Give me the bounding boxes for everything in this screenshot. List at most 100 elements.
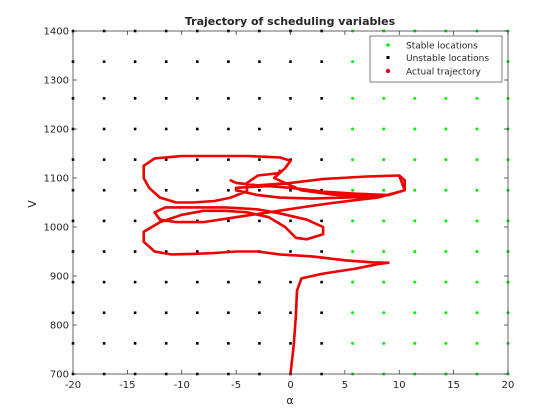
unstable-point bbox=[289, 250, 292, 253]
stable-point bbox=[413, 341, 417, 345]
x-tick-label: 5 bbox=[342, 380, 348, 391]
stable-point bbox=[413, 280, 417, 284]
unstable-point bbox=[289, 311, 292, 315]
stable-point bbox=[351, 188, 355, 192]
unstable-point bbox=[196, 250, 199, 253]
unstable-point bbox=[227, 311, 230, 315]
unstable-point bbox=[289, 97, 292, 100]
chart-title: Trajectory of scheduling variables bbox=[185, 15, 396, 28]
stable-point bbox=[444, 341, 448, 345]
stable-point bbox=[351, 280, 355, 284]
unstable-point bbox=[196, 280, 199, 284]
stable-point bbox=[351, 127, 355, 131]
unstable-point bbox=[227, 97, 230, 100]
unstable-point bbox=[102, 60, 106, 63]
stable-point bbox=[475, 96, 479, 100]
unstable-point bbox=[164, 158, 168, 161]
unstable-point bbox=[320, 342, 323, 345]
legend-marker-trajectory bbox=[385, 68, 391, 74]
unstable-point bbox=[196, 158, 199, 161]
stable-point bbox=[382, 311, 386, 315]
x-tick-label: 10 bbox=[393, 380, 406, 391]
unstable-point bbox=[164, 280, 168, 284]
stable-point bbox=[413, 158, 417, 162]
unstable-point bbox=[133, 250, 137, 253]
stable-point bbox=[444, 127, 448, 131]
legend-marker-unstable bbox=[386, 56, 390, 59]
unstable-point bbox=[133, 188, 137, 192]
unstable-point bbox=[102, 127, 106, 131]
unstable-point bbox=[258, 311, 261, 315]
stable-point bbox=[351, 158, 355, 162]
unstable-point bbox=[102, 311, 106, 315]
unstable-point bbox=[227, 127, 230, 131]
stable-point bbox=[351, 219, 355, 223]
y-axis-label: V bbox=[26, 200, 39, 208]
unstable-point bbox=[320, 219, 323, 223]
unstable-point bbox=[196, 127, 199, 131]
stable-point bbox=[382, 250, 386, 253]
unstable-point bbox=[196, 97, 199, 100]
x-tick-label: -10 bbox=[174, 380, 190, 391]
stable-point bbox=[382, 219, 386, 223]
unstable-point bbox=[164, 250, 168, 253]
stable-point bbox=[444, 219, 448, 223]
unstable-point bbox=[164, 188, 168, 192]
unstable-point bbox=[320, 158, 323, 161]
stable-point bbox=[475, 219, 479, 223]
unstable-point bbox=[227, 60, 230, 63]
stable-point bbox=[382, 158, 386, 162]
y-tick-label: 900 bbox=[50, 272, 69, 283]
unstable-point bbox=[289, 342, 292, 345]
stable-point bbox=[351, 60, 355, 64]
stable-point bbox=[475, 280, 479, 284]
stable-point bbox=[444, 311, 448, 315]
stable-point bbox=[413, 127, 417, 131]
y-tick-label: 1100 bbox=[44, 174, 69, 185]
unstable-point bbox=[133, 60, 137, 63]
legend: Stable locations Unstable locations Actu… bbox=[369, 35, 503, 83]
x-tick-label: 20 bbox=[502, 380, 515, 391]
unstable-point bbox=[196, 342, 199, 345]
legend-entry-trajectory: Actual trajectory bbox=[406, 68, 482, 78]
legend-box bbox=[369, 35, 503, 83]
stable-point bbox=[475, 250, 479, 253]
x-tick-label: 15 bbox=[447, 380, 460, 391]
y-tick-label: 1000 bbox=[44, 223, 69, 234]
stable-point bbox=[413, 311, 417, 315]
stable-point bbox=[444, 96, 448, 100]
unstable-point bbox=[258, 158, 261, 161]
unstable-point bbox=[133, 97, 137, 100]
stable-point bbox=[413, 96, 417, 100]
unstable-point bbox=[102, 250, 106, 253]
stable-point bbox=[351, 250, 355, 253]
unstable-point bbox=[102, 97, 106, 100]
trajectory-line bbox=[142, 154, 406, 376]
stable-point bbox=[351, 311, 355, 315]
unstable-point bbox=[133, 280, 137, 284]
unstable-point bbox=[227, 219, 230, 223]
unstable-point bbox=[102, 342, 106, 345]
x-tick-label: -20 bbox=[65, 380, 81, 391]
unstable-point bbox=[289, 127, 292, 131]
unstable-point bbox=[196, 311, 199, 315]
unstable-point bbox=[258, 188, 261, 192]
trajectory bbox=[142, 154, 406, 376]
y-tick-label: 1200 bbox=[44, 125, 69, 136]
unstable-point bbox=[258, 127, 261, 131]
unstable-point bbox=[258, 219, 261, 223]
unstable-point bbox=[164, 342, 168, 345]
x-tick-label: -5 bbox=[231, 380, 241, 391]
stable-point bbox=[413, 250, 417, 253]
x-tick-label: -15 bbox=[119, 380, 135, 391]
stable-point bbox=[475, 188, 479, 192]
y-tick-label: 700 bbox=[50, 370, 69, 381]
stable-point bbox=[444, 280, 448, 284]
y-tick-label: 1400 bbox=[44, 27, 69, 38]
axis-ticks: -20 -15 -10 -5 0 5 10 15 20 700 800 900 1000 1100 1200… bbox=[44, 27, 515, 392]
stable-point bbox=[382, 280, 386, 284]
unstable-point bbox=[320, 60, 323, 63]
unstable-point bbox=[320, 311, 323, 315]
stable-point bbox=[382, 96, 386, 100]
